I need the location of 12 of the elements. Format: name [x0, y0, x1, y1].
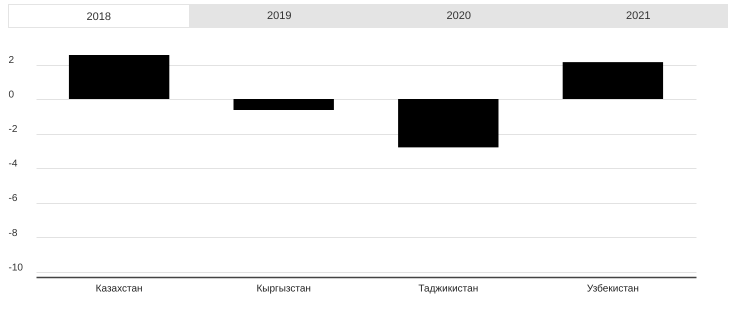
x-tick-label: Таджикистан [418, 284, 478, 294]
y-tick-label: -6 [8, 193, 18, 204]
y-tick-label: -8 [8, 228, 18, 239]
x-tick-label: Казахстан [96, 284, 143, 294]
y-tick-label: 2 [8, 55, 14, 66]
y-tick-label: -10 [8, 262, 24, 274]
y-tick-label: 0 [8, 90, 14, 101]
y-tick-label: -4 [8, 158, 18, 170]
x-tick-label: Кыргызстан [256, 284, 311, 294]
year-tabs: 2018 2019 2020 2021 [8, 4, 728, 28]
x-tick-label: Узбекистан [586, 284, 639, 294]
y-tick-label: -2 [8, 124, 18, 136]
